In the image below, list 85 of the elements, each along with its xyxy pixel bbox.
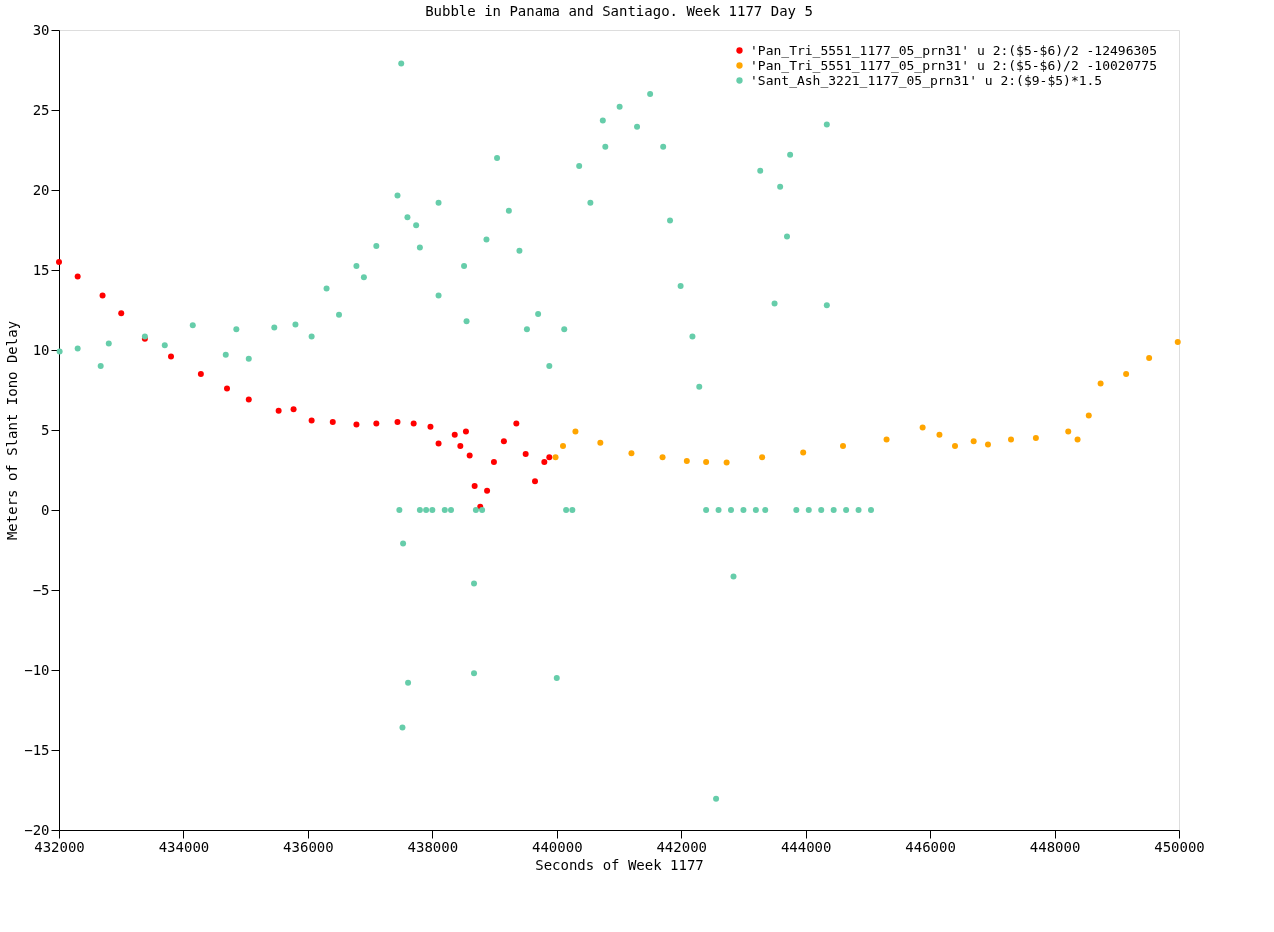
- point: [197, 371, 204, 377]
- point: [546, 454, 553, 461]
- x-tick-label: 440000: [531, 838, 583, 855]
- point: [522, 451, 529, 457]
- point: [1074, 436, 1081, 443]
- point: [552, 454, 559, 461]
- point: [1146, 355, 1153, 361]
- point: [883, 436, 890, 443]
- point: [659, 454, 666, 461]
- point: [1065, 428, 1072, 435]
- x-tick-label: 436000: [283, 838, 334, 855]
- point: [74, 273, 81, 280]
- point: [275, 407, 282, 414]
- point: [952, 443, 958, 449]
- point: [840, 443, 846, 449]
- point: [1097, 380, 1104, 387]
- y-tick-label: 25: [32, 101, 50, 118]
- point: [723, 459, 730, 466]
- point: [1008, 436, 1014, 443]
- point: [466, 452, 473, 459]
- point: [373, 420, 380, 427]
- x-tick-label: 450000: [1154, 838, 1205, 855]
- point: [245, 396, 252, 403]
- legend-label: 'Sant_Ash_3221_1177_05_prn31' u 2:($9-$5)*1.5: [750, 72, 1103, 88]
- y-axis-title: Meters of Slant Iono Delay: [4, 320, 21, 541]
- point: [451, 431, 458, 438]
- point: [118, 310, 125, 317]
- point: [394, 419, 401, 425]
- point: [56, 259, 62, 265]
- y-tick-label: −15: [24, 741, 50, 758]
- y-tick-label: −10: [24, 661, 50, 678]
- x-tick-label: 434000: [158, 838, 210, 855]
- point: [560, 443, 566, 449]
- point: [490, 459, 497, 465]
- point: [329, 419, 336, 425]
- point: [435, 440, 442, 447]
- point: [970, 438, 977, 445]
- point: [513, 420, 520, 427]
- point: [462, 428, 469, 435]
- y-tick-label: −20: [24, 821, 50, 838]
- point: [224, 385, 230, 392]
- point: [541, 459, 548, 465]
- chart-title: Bubble in Panama and Santiago. Week 1177 Day 5: [425, 3, 813, 19]
- point: [484, 487, 491, 494]
- point: [290, 406, 297, 413]
- x-tick-label: 448000: [1029, 838, 1081, 855]
- point: [1085, 412, 1092, 419]
- x-tick-label: 442000: [656, 838, 708, 855]
- point: [410, 420, 417, 427]
- point: [500, 438, 507, 445]
- point: [353, 421, 360, 428]
- point: [597, 439, 604, 446]
- point: [800, 449, 807, 456]
- point: [99, 292, 106, 299]
- point: [628, 450, 635, 457]
- y-tick-label: 30: [32, 21, 50, 38]
- point: [308, 417, 315, 424]
- point: [457, 443, 464, 449]
- y-tick-label: 20: [32, 181, 50, 198]
- y-tick-label: 0: [41, 501, 50, 518]
- point: [168, 353, 174, 360]
- point: [936, 431, 943, 438]
- legend-label: 'Pan_Tri_5551_1177_05_prn31' u 2:($5-$6)/2 -10020775: [750, 57, 1157, 73]
- point: [572, 428, 579, 435]
- x-tick-label: 438000: [407, 838, 459, 855]
- y-tick-label: 10: [32, 341, 50, 358]
- point: [1174, 339, 1181, 345]
- x-tick-label: 444000: [780, 838, 832, 855]
- y-tick-label: −5: [32, 581, 50, 598]
- point: [984, 441, 991, 448]
- point: [1032, 435, 1039, 441]
- point: [919, 424, 926, 431]
- y-tick-label: 15: [32, 261, 50, 278]
- point: [427, 423, 434, 430]
- x-tick-label: 446000: [905, 838, 956, 855]
- point: [703, 459, 710, 465]
- point: [759, 454, 766, 461]
- point: [532, 478, 538, 485]
- point: [683, 457, 690, 464]
- x-tick-label: 432000: [34, 838, 85, 855]
- y-tick-label: 5: [41, 421, 50, 438]
- x-axis-title: Seconds of Week 1177: [535, 856, 704, 873]
- point: [471, 483, 478, 489]
- legend-label: 'Pan_Tri_5551_1177_05_prn31' u 2:($5-$6)/2 -12496305: [750, 42, 1157, 58]
- point: [1123, 371, 1130, 377]
